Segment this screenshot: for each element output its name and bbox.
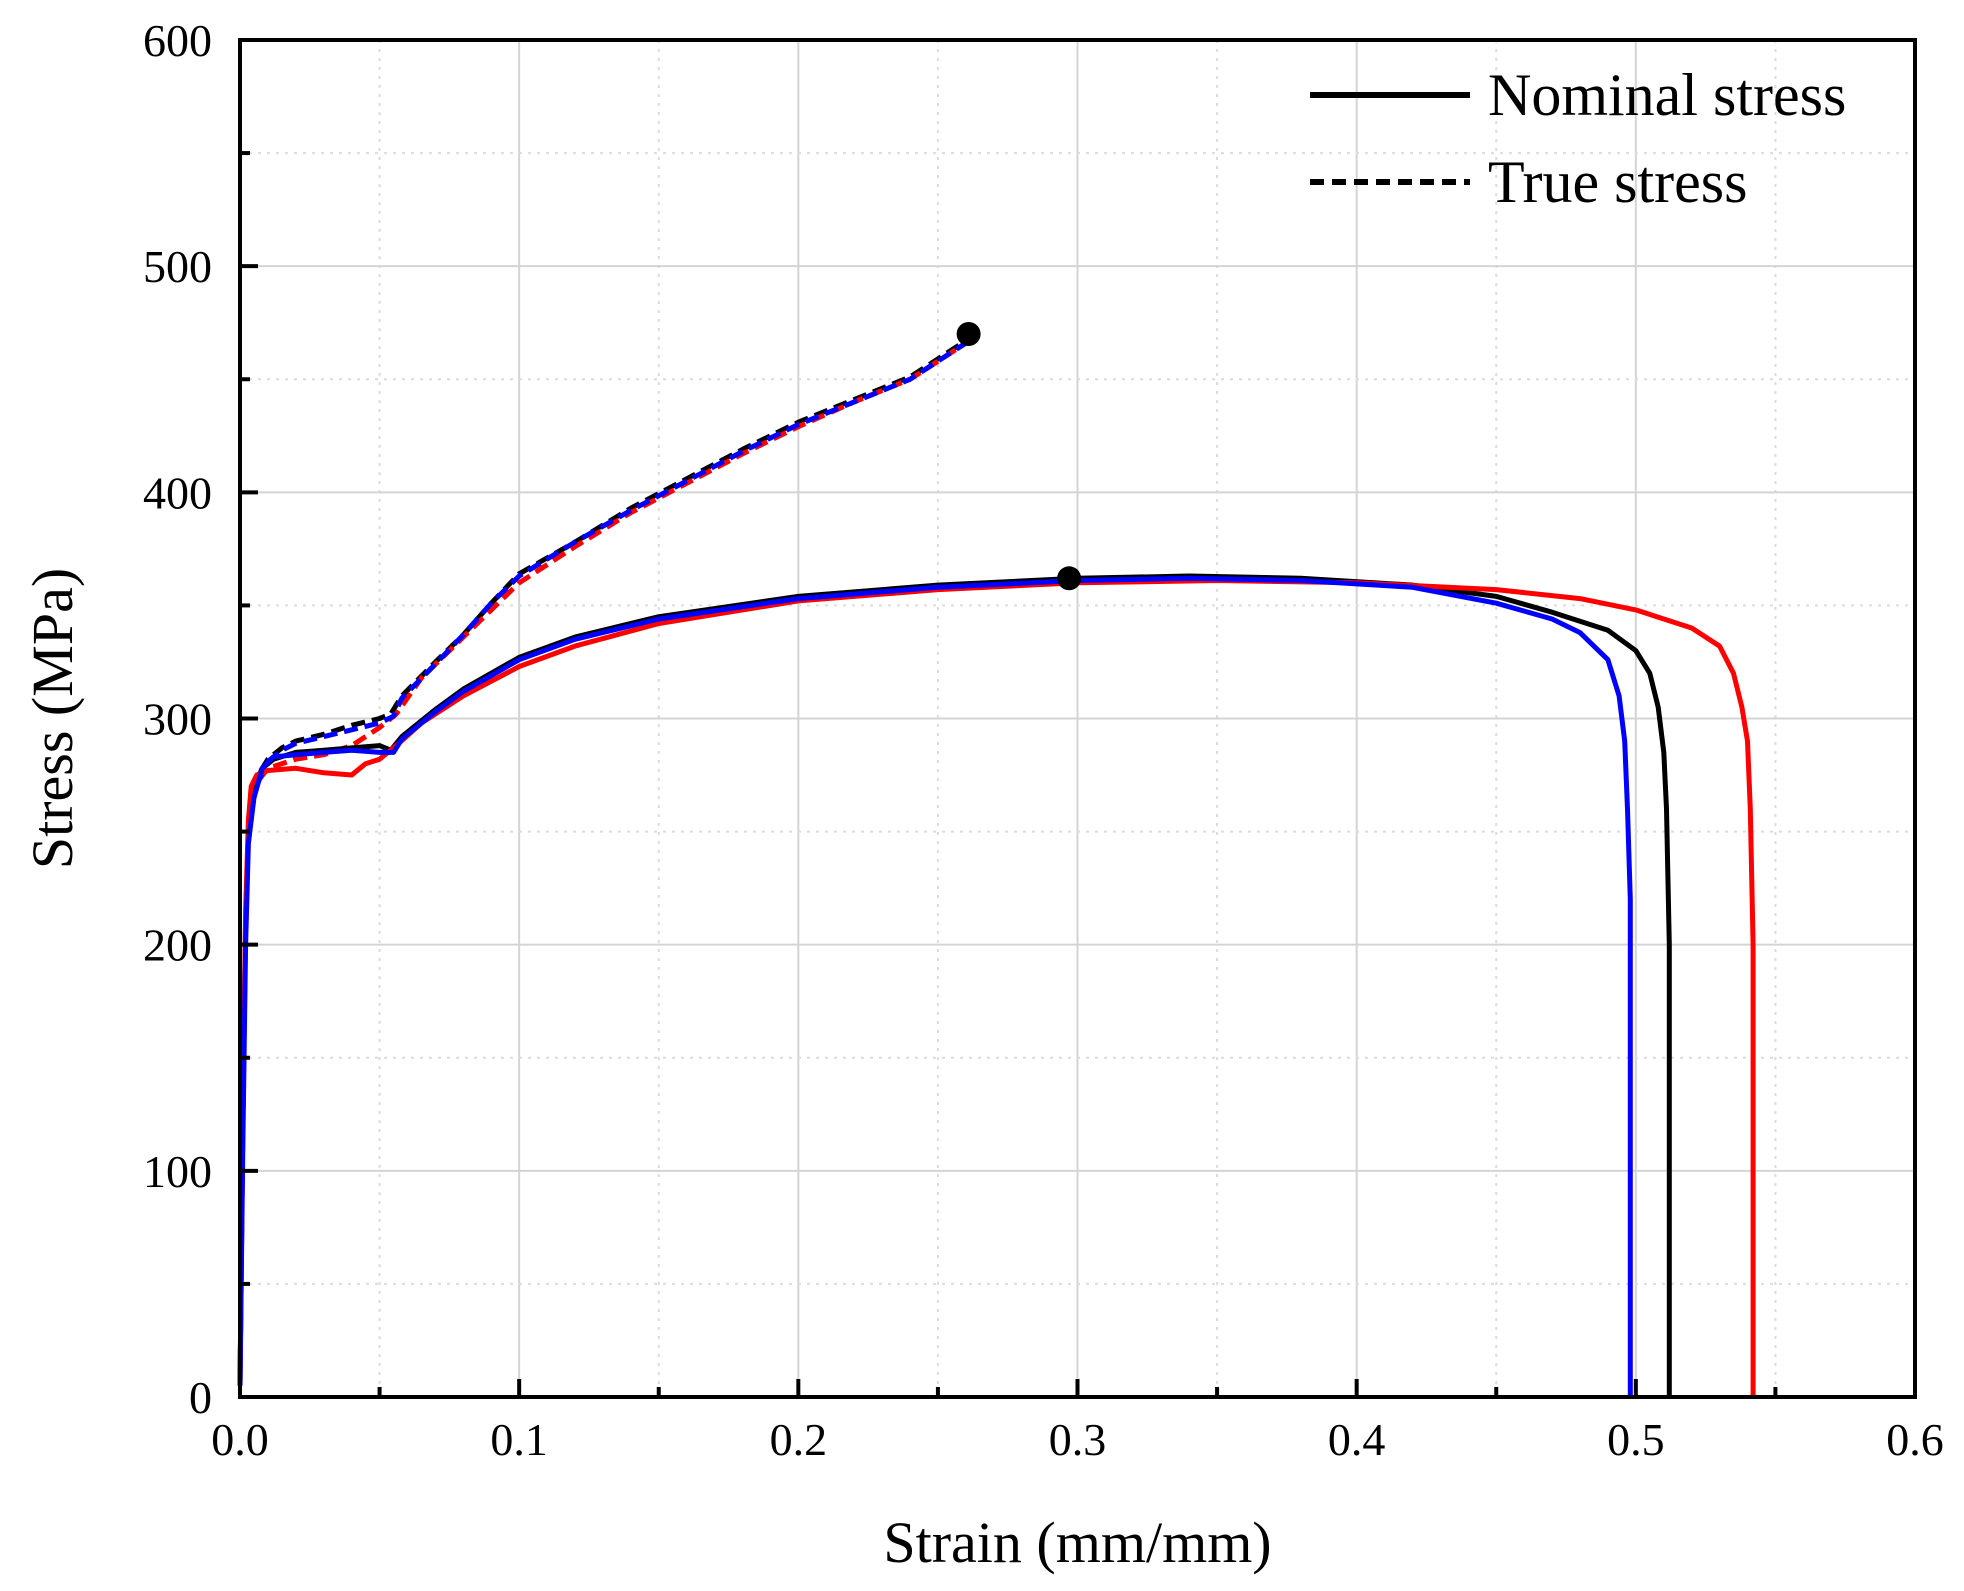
series-line-nominal-stress-red (237, 578, 1756, 1397)
true-stress-end-marker (956, 322, 981, 347)
series-line-nominal-stress-blue (237, 575, 1633, 1397)
x-tick-label: 0.6 (1886, 1414, 1944, 1465)
y-tick-label: 0 (189, 1372, 212, 1423)
x-tick-label: 0.2 (770, 1414, 828, 1465)
y-tick-label: 600 (143, 15, 212, 66)
marker-layer (956, 322, 1082, 591)
y-tick-label: 200 (143, 920, 212, 971)
series-line-true-stress-blue (245, 341, 968, 844)
y-tick-label: 400 (143, 467, 212, 518)
x-tick-label: 0.5 (1607, 1414, 1665, 1465)
legend: Nominal stress True stress (1310, 62, 1846, 215)
y-tick-label: 300 (143, 694, 212, 745)
x-tick-label: 0.0 (211, 1414, 269, 1465)
y-tick-label: 100 (143, 1146, 212, 1197)
y-tick-labels: 0 100 200 300 400 500 600 (143, 15, 212, 1423)
max-nominal-stress-marker (1057, 566, 1082, 591)
axis-ticks (238, 38, 1917, 1399)
x-tick-labels: 0.0 0.1 0.2 0.3 0.4 0.5 0.6 (211, 1414, 1944, 1465)
grid (240, 40, 1915, 1397)
x-tick-label: 0.1 (490, 1414, 548, 1465)
y-tick-label: 500 (143, 241, 212, 292)
legend-label-true-stress: True stress (1488, 149, 1747, 215)
series-layer (237, 338, 1756, 1397)
x-tick-label: 0.4 (1328, 1414, 1386, 1465)
x-tick-label: 0.3 (1049, 1414, 1107, 1465)
y-axis-title: Stress (MPa) (20, 568, 85, 869)
series-line-true-stress-black (245, 338, 968, 832)
x-axis-title: Strain (mm/mm) (883, 1510, 1271, 1575)
legend-label-nominal-stress: Nominal stress (1488, 62, 1846, 128)
